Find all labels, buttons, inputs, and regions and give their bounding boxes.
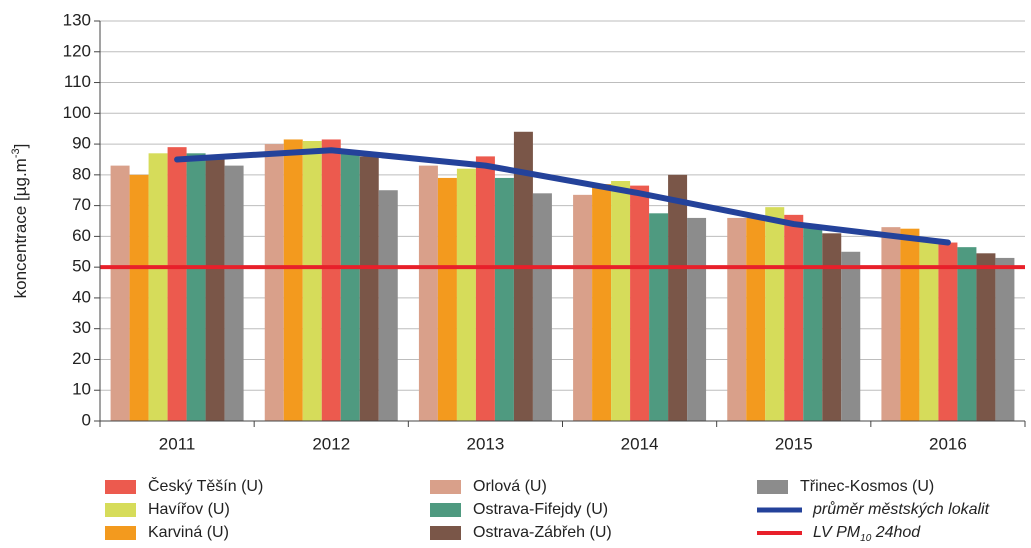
y-tick-label: 40: [72, 287, 91, 306]
bar: [224, 165, 244, 421]
legend-swatch: [757, 480, 788, 494]
x-tick-label: 2015: [775, 434, 813, 453]
bar: [803, 227, 823, 421]
bar: [630, 185, 650, 421]
bar: [995, 257, 1015, 421]
bar: [302, 141, 322, 421]
y-tick-label: 60: [72, 226, 91, 245]
legend-label-part: LV PM: [813, 524, 861, 541]
y-tick-label: 90: [72, 134, 91, 153]
bar: [205, 159, 225, 421]
legend-label: Havířov (U): [148, 501, 230, 518]
bar: [957, 247, 977, 421]
bar: [938, 242, 958, 421]
legend-label-part: 24hod: [871, 524, 921, 541]
bar: [186, 153, 206, 422]
y-tick-label: 50: [72, 257, 91, 276]
y-tick-label: 70: [72, 195, 91, 214]
y-tick-label: 10: [72, 380, 91, 399]
bar: [418, 165, 438, 421]
average-line: [174, 147, 951, 246]
bar: [264, 144, 284, 422]
bar: [437, 177, 457, 421]
bar: [340, 153, 360, 422]
bar: [378, 190, 398, 421]
bar: [881, 227, 901, 421]
bar: [611, 181, 631, 421]
bar: [727, 217, 747, 421]
legend-label: průměr městských lokalit: [812, 500, 990, 518]
bar: [841, 251, 861, 421]
x-tick-label: 2012: [312, 434, 350, 453]
legend-label-part: 10: [860, 533, 872, 543]
legend-swatch: [105, 480, 136, 494]
bar: [513, 131, 533, 421]
y-tick-label: 120: [63, 41, 91, 60]
y-tick-label: 80: [72, 164, 91, 183]
bar: [129, 174, 149, 421]
bar: [900, 228, 920, 421]
bar: [649, 213, 669, 421]
legend-label: Ostrava-Zábřeh (U): [473, 524, 612, 541]
y-axis-label: koncentrace [µg.m-3]: [10, 144, 31, 299]
bar: [110, 165, 130, 421]
y-axis-label-part: koncentrace [µg.m: [11, 158, 30, 298]
legend-label: Český Těšín (U): [148, 476, 263, 495]
bar: [668, 174, 688, 421]
legend-swatch: [105, 503, 136, 517]
legend-label: Karviná (U): [148, 524, 229, 541]
y-tick-label: 100: [63, 103, 91, 122]
bar: [746, 217, 766, 421]
bar: [592, 184, 612, 421]
bar: [167, 147, 187, 421]
bar: [148, 153, 168, 422]
bar: [494, 177, 514, 421]
y-tick-label: 30: [72, 318, 91, 337]
x-tick-label: 2011: [159, 434, 196, 453]
bar: [475, 156, 495, 421]
bar: [687, 217, 707, 421]
x-tick-label: 2014: [621, 434, 659, 453]
bar: [765, 207, 785, 421]
y-tick-label: 0: [82, 410, 91, 429]
y-tick-label: 130: [63, 10, 91, 29]
legend-label: LV PM10 24hod: [813, 524, 921, 543]
legend-label: Orlová (U): [473, 478, 547, 495]
legend-swatch: [430, 526, 461, 540]
legend-label: Ostrava-Fifejdy (U): [473, 501, 608, 518]
bar: [321, 139, 341, 421]
bar: [456, 168, 476, 421]
bar: [532, 193, 552, 421]
bar: [822, 233, 842, 421]
x-tick-label: 2016: [929, 434, 967, 453]
legend-swatch: [430, 480, 461, 494]
y-axis-label-part: -3: [10, 148, 22, 158]
legend-label: Třinec-Kosmos (U): [800, 478, 934, 495]
bar: [573, 194, 593, 421]
bar: [976, 253, 996, 421]
bar: [283, 139, 303, 421]
x-tick-label: 2013: [467, 434, 505, 453]
y-tick-label: 110: [64, 72, 91, 91]
y-tick-label: 20: [72, 349, 91, 368]
bar: [784, 214, 804, 421]
bar: [919, 239, 939, 421]
bar: [359, 156, 379, 421]
legend-swatch: [105, 526, 136, 540]
legend-swatch: [430, 503, 461, 517]
y-axis-label-part: ]: [11, 144, 30, 149]
